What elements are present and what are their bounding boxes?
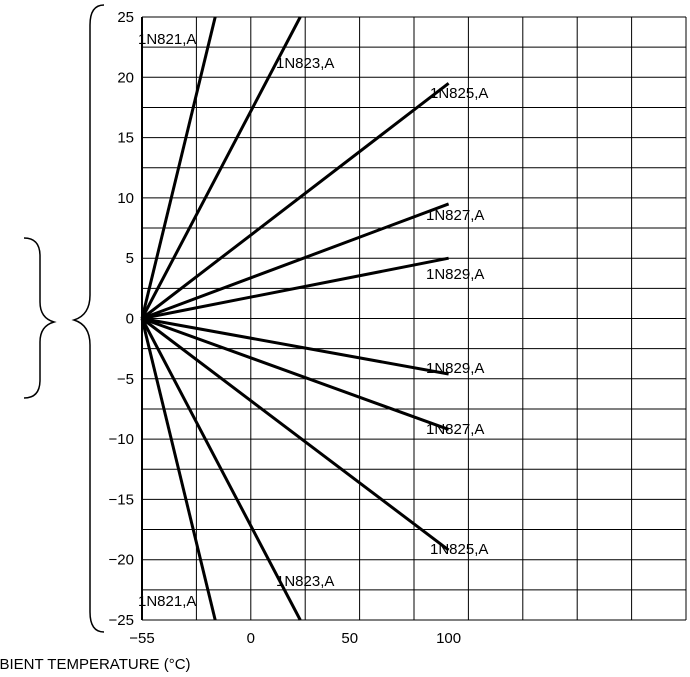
x-tick-label: −55 xyxy=(129,630,154,647)
x-tick-label: 100 xyxy=(436,630,461,647)
series-labels: 1N821,A 1N823,A 1N825,A 1N827,A 1N829,A 1N829… xyxy=(138,31,488,610)
series-label-0: 1N821,A xyxy=(138,31,196,48)
series-label-5: 1N829,A xyxy=(426,360,484,377)
grid-lines xyxy=(141,16,687,621)
series-label-3: 1N827,A xyxy=(426,207,484,224)
y-tick-label: 5 xyxy=(126,250,134,267)
series-label-8: 1N823,A xyxy=(276,573,334,590)
series-line-2 xyxy=(141,82,450,320)
series-label-7: 1N825,A xyxy=(430,541,488,558)
x-tick-labels: −55 0 50 100 xyxy=(129,630,461,647)
series-line-0 xyxy=(140,16,217,319)
series-lines xyxy=(140,16,450,621)
series-label-6: 1N827,A xyxy=(426,421,484,438)
y-tick-label: 15 xyxy=(117,130,134,147)
y-tick-label: −25 xyxy=(109,612,134,629)
series-label-1: 1N823,A xyxy=(276,55,334,72)
series-line-4 xyxy=(141,256,449,320)
series-line-6 xyxy=(141,317,450,431)
x-tick-label: 50 xyxy=(341,630,358,647)
braces xyxy=(23,4,105,633)
series-line-7 xyxy=(141,317,450,552)
y-tick-label: −20 xyxy=(109,552,134,569)
series-line-3 xyxy=(141,202,450,320)
series-line-8 xyxy=(140,317,302,621)
outer-brace xyxy=(71,4,105,633)
x-tick-label: 0 xyxy=(247,630,255,647)
y-tick-label: 0 xyxy=(126,311,134,328)
series-label-4: 1N829,A xyxy=(426,266,484,283)
y-tick-label: 20 xyxy=(117,69,134,86)
x-axis-title: AMBIENT TEMPERATURE (°C) xyxy=(0,656,191,673)
y-tick-label: −5 xyxy=(117,371,134,388)
series-line-1 xyxy=(140,16,302,320)
series-line-9 xyxy=(140,318,217,621)
series-label-2: 1N825,A xyxy=(430,85,488,102)
y-tick-label: 25 xyxy=(117,9,134,26)
series-line-5 xyxy=(141,317,449,376)
y-tick-label: −15 xyxy=(109,491,134,508)
y-tick-labels: −25 −20 −15 −10 −5 0 5 10 15 20 25 xyxy=(109,9,134,629)
inner-brace xyxy=(23,237,57,399)
y-tick-label: −10 xyxy=(109,431,134,448)
y-tick-label: 10 xyxy=(117,190,134,207)
series-label-9: 1N821,A xyxy=(138,593,196,610)
